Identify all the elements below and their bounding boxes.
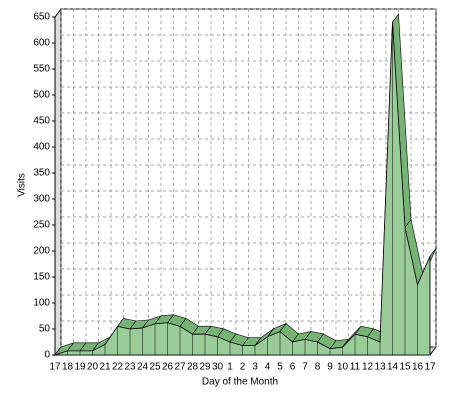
left-wall <box>54 7 62 357</box>
x-tick-label: 5 <box>277 362 283 373</box>
x-tick-label: 13 <box>374 362 386 373</box>
x-tick-label: 23 <box>124 362 136 373</box>
y-tick-label: 0 <box>44 350 50 361</box>
x-tick-label: 9 <box>327 362 333 373</box>
y-axis-title: Visits <box>17 173 28 197</box>
x-tick-label: 24 <box>137 362 149 373</box>
x-tick-label: 20 <box>87 362 99 373</box>
y-tick-label: 50 <box>39 324 51 335</box>
y-tick-label: 450 <box>33 116 50 127</box>
y-tick-label: 550 <box>33 64 50 75</box>
x-tick-label: 14 <box>387 362 399 373</box>
x-tick-label: 10 <box>337 362 349 373</box>
x-tick-label: 6 <box>290 362 296 373</box>
x-tick-label: 3 <box>252 362 258 373</box>
y-tick-label: 300 <box>33 194 50 205</box>
x-tick-label: 27 <box>174 362 186 373</box>
x-tick-label: 29 <box>199 362 211 373</box>
x-tick-label: 16 <box>412 362 424 373</box>
x-tick-label: 17 <box>424 362 436 373</box>
y-tick-label: 650 <box>33 12 50 23</box>
x-tick-label: 18 <box>62 362 74 373</box>
x-tick-label: 8 <box>315 362 321 373</box>
x-tick-label: 7 <box>302 362 308 373</box>
y-tick-label: 500 <box>33 90 50 101</box>
x-tick-label: 12 <box>362 362 374 373</box>
x-tick-label: 26 <box>162 362 174 373</box>
x-tick-label: 28 <box>187 362 199 373</box>
y-tick-label: 400 <box>33 142 50 153</box>
x-tick-label: 11 <box>350 362 361 373</box>
x-tick-label: 21 <box>99 362 111 373</box>
x-tick-label: 17 <box>49 362 61 373</box>
x-axis-title: Day of the Month <box>202 377 278 388</box>
y-tick-label: 600 <box>33 38 50 49</box>
x-tick-label: 25 <box>149 362 161 373</box>
x-tick-label: 19 <box>74 362 86 373</box>
y-tick-label: 200 <box>33 246 50 257</box>
y-tick-label: 350 <box>33 168 50 179</box>
x-tick-label: 2 <box>240 362 246 373</box>
x-tick-label: 30 <box>212 362 224 373</box>
x-tick-label: 1 <box>227 362 233 373</box>
x-tick-label: 4 <box>265 362 271 373</box>
y-tick-label: 250 <box>33 220 50 231</box>
y-tick-label: 150 <box>33 272 50 283</box>
x-tick-label: 15 <box>399 362 411 373</box>
x-tick-label: 22 <box>112 362 124 373</box>
y-tick-label: 100 <box>33 298 50 309</box>
